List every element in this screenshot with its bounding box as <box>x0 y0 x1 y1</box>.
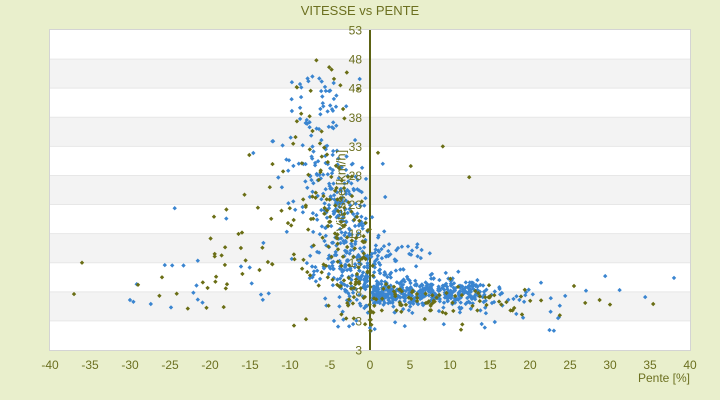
svg-text:43: 43 <box>349 82 363 96</box>
svg-text:48: 48 <box>349 53 363 67</box>
svg-text:-35: -35 <box>81 358 99 372</box>
svg-text:5: 5 <box>407 358 414 372</box>
svg-text:3: 3 <box>355 314 362 328</box>
svg-text:Pente [%]: Pente [%] <box>638 371 690 385</box>
svg-text:-30: -30 <box>121 358 139 372</box>
svg-text:28: 28 <box>349 169 363 183</box>
svg-text:13: 13 <box>349 256 363 270</box>
svg-text:-5: -5 <box>325 358 336 372</box>
svg-text:0: 0 <box>367 358 374 372</box>
svg-text:-15: -15 <box>241 358 259 372</box>
svg-text:35: 35 <box>643 358 657 372</box>
svg-text:25: 25 <box>563 358 577 372</box>
svg-text:3: 3 <box>355 344 362 358</box>
svg-text:-40: -40 <box>41 358 59 372</box>
svg-text:53: 53 <box>349 24 363 38</box>
svg-text:38: 38 <box>349 111 363 125</box>
svg-text:-10: -10 <box>281 358 299 372</box>
svg-text:33: 33 <box>349 140 363 154</box>
svg-text:40: 40 <box>683 358 697 372</box>
svg-text:23: 23 <box>349 198 363 212</box>
svg-text:-25: -25 <box>161 358 179 372</box>
svg-text:8: 8 <box>355 285 362 299</box>
svg-text:30: 30 <box>603 358 617 372</box>
svg-text:Vitesse [km/h]: Vitesse [km/h] <box>334 150 349 231</box>
svg-text:10: 10 <box>443 358 457 372</box>
svg-text:-20: -20 <box>201 358 219 372</box>
svg-text:VITESSE vs PENTE: VITESSE vs PENTE <box>301 3 420 18</box>
svg-text:18: 18 <box>349 227 363 241</box>
svg-text:20: 20 <box>523 358 537 372</box>
svg-text:15: 15 <box>483 358 497 372</box>
